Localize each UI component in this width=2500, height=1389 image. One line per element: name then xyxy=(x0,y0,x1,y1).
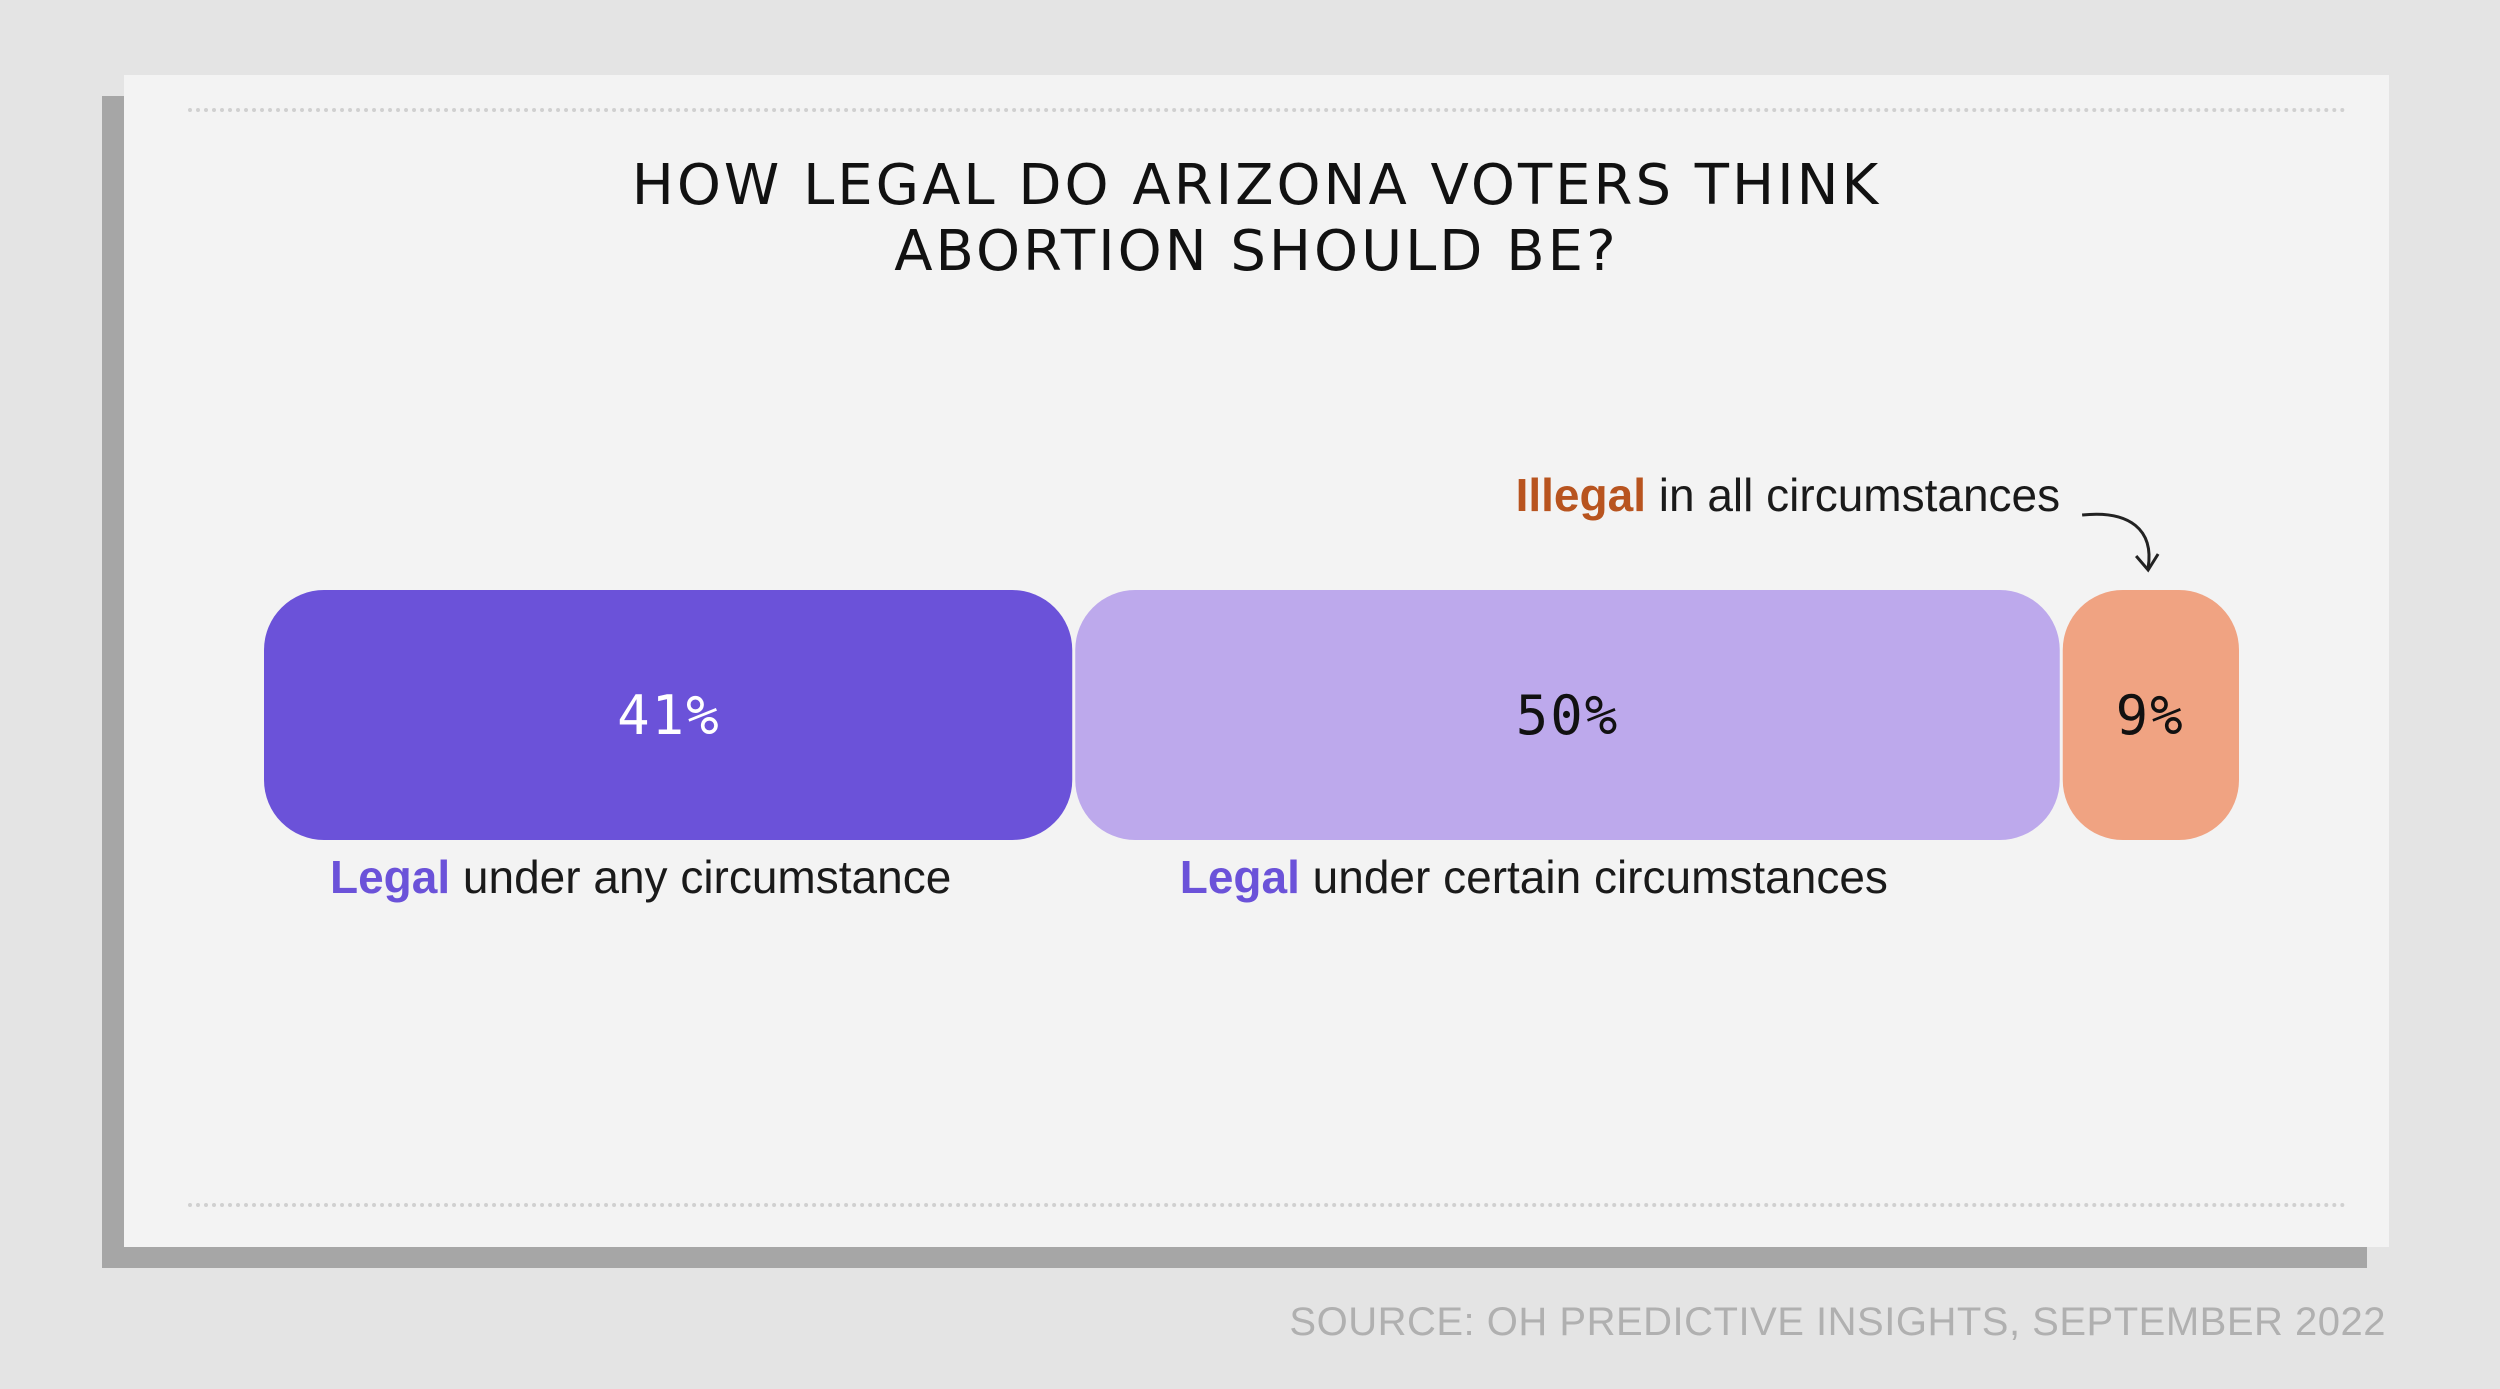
segment-label-text: under any circumstance xyxy=(450,851,952,903)
segment-label-legal-certain: Legal under certain circumstances xyxy=(1180,850,1888,904)
segment-label-keyword: Legal xyxy=(330,851,451,903)
stacked-bar-chart: 41% 50% 9% xyxy=(264,512,2239,840)
source-note: SOURCE: OH PREDICTIVE INSIGHTS, SEPTEMBE… xyxy=(1289,1300,2386,1344)
segment-label-text: in all circumstances xyxy=(1645,469,2061,521)
bar-segment-illegal-all xyxy=(2062,590,2239,840)
bar-segment-legal-certain xyxy=(1075,590,2060,840)
pointer-arrowhead xyxy=(2134,553,2160,573)
chart-title-line-1: HOW LEGAL DO ARIZONA VOTERS THINK xyxy=(631,153,1882,218)
segment-label-text: under certain circumstances xyxy=(1299,851,1888,903)
segment-label-legal-any: Legal under any circumstance xyxy=(330,850,951,904)
chart-card: HOW LEGAL DO ARIZONA VOTERS THINK ABORTI… xyxy=(124,75,2389,1247)
bar-value-label: 9% xyxy=(2116,684,2185,747)
top-divider xyxy=(188,108,2347,112)
pointer-arrow xyxy=(2081,512,2151,569)
segment-label-illegal-all: Illegal in all circumstances xyxy=(1516,468,2061,522)
chart-title-line-2: ABORTION SHOULD BE? xyxy=(894,219,1619,284)
segment-label-keyword: Illegal xyxy=(1515,469,1646,521)
bar-segment-legal-any xyxy=(264,590,1073,840)
bottom-divider xyxy=(188,1203,2347,1207)
chart-title: HOW LEGAL DO ARIZONA VOTERS THINK ABORTI… xyxy=(124,153,2389,285)
bar-value-label: 50% xyxy=(1516,684,1620,747)
segment-label-keyword: Legal xyxy=(1179,851,1300,903)
bar-value-label: 41% xyxy=(617,684,721,747)
